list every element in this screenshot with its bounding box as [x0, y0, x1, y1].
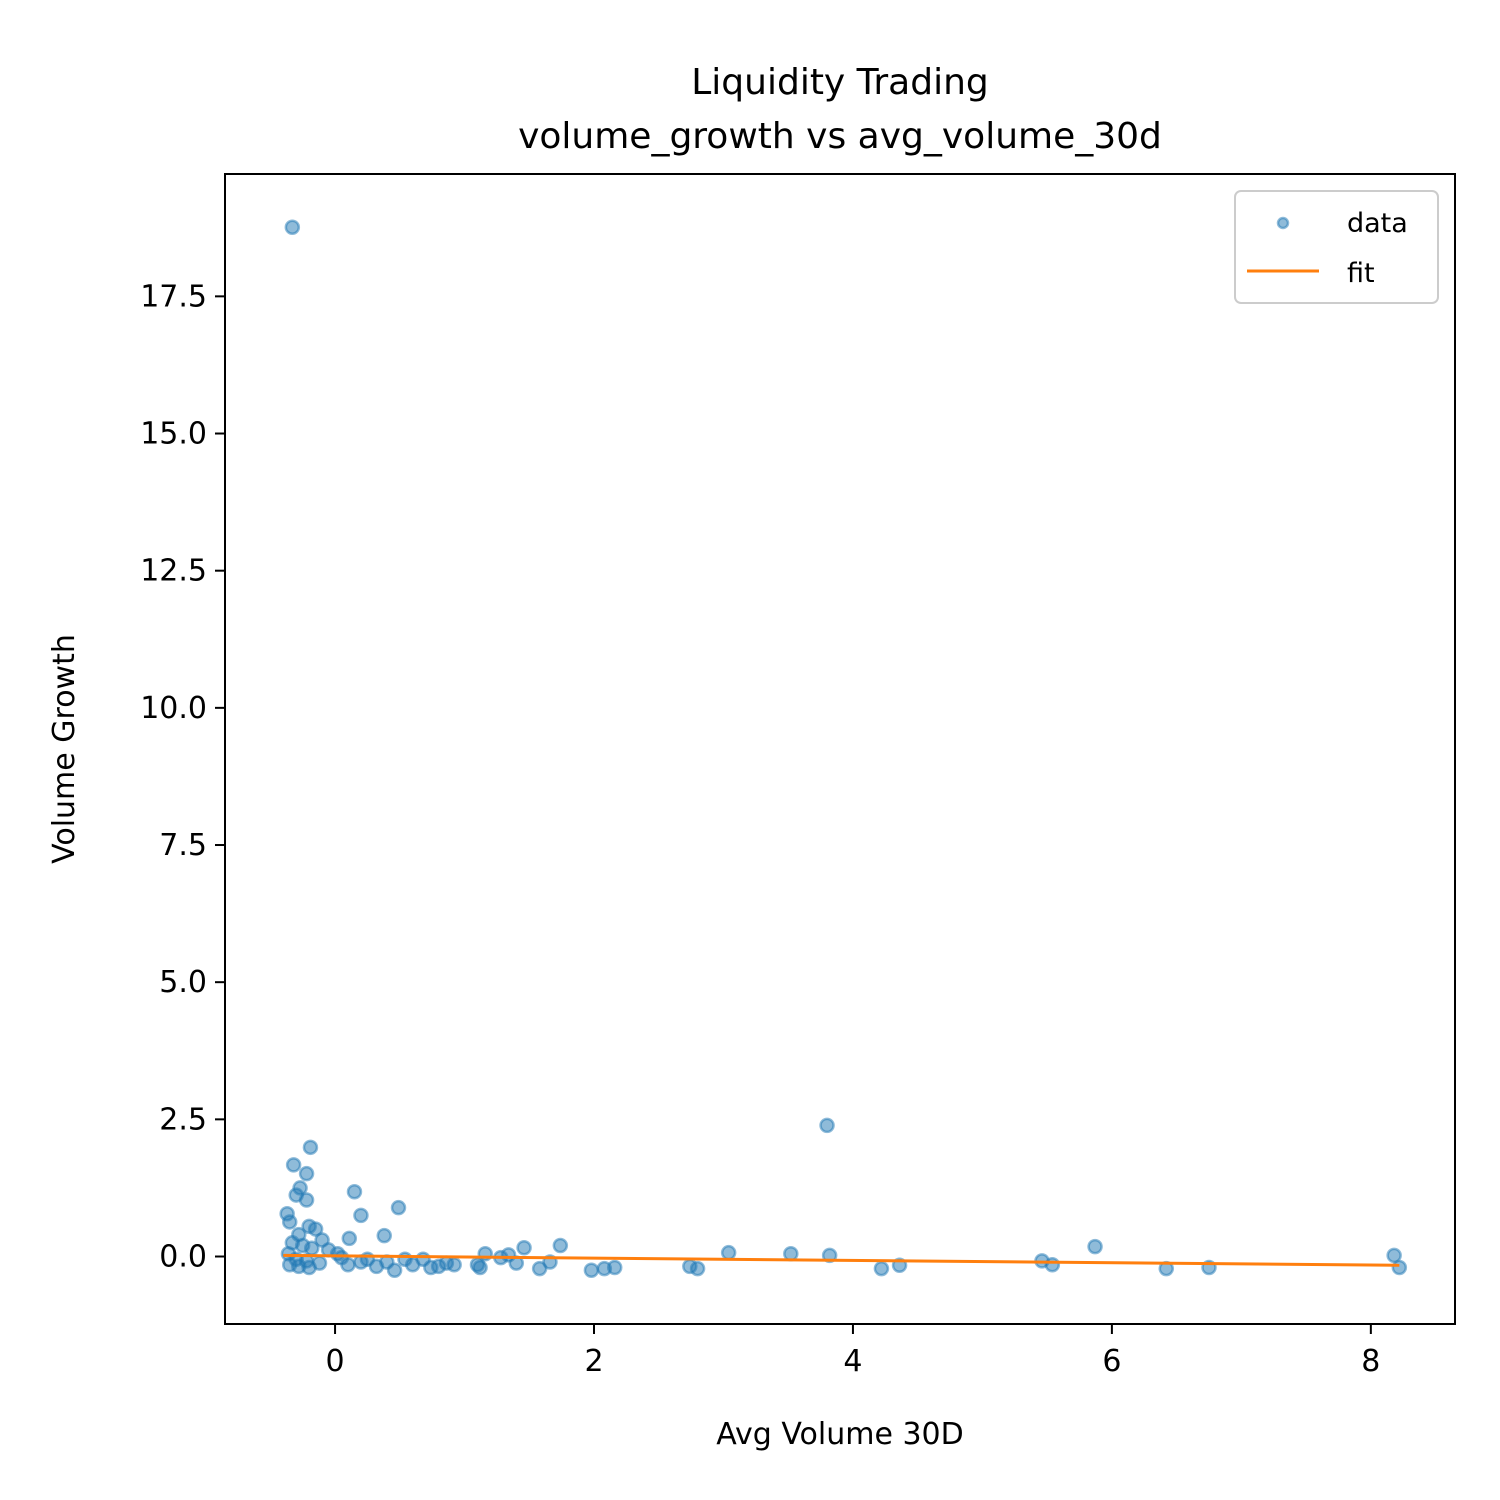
data-point [298, 1192, 315, 1208]
data-point [341, 1230, 358, 1247]
y-tick-label: 0.0 [159, 1240, 207, 1275]
x-axis: 0 2 4 6 8 [326, 1324, 1380, 1379]
data-point [353, 1207, 369, 1224]
y-tick-label: 15.0 [140, 417, 207, 452]
data-point [301, 1259, 317, 1276]
x-tick-label: 0 [326, 1344, 345, 1379]
legend-data-label: data [1347, 208, 1408, 239]
y-tick-label: 10.0 [140, 691, 207, 726]
data-point [1044, 1256, 1061, 1273]
x-tick-label: 4 [843, 1344, 862, 1379]
y-tick-label: 7.5 [159, 828, 207, 863]
data-point [303, 1240, 320, 1257]
data-point [284, 219, 301, 235]
y-tick-label: 2.5 [159, 1102, 207, 1137]
legend: data fit [1234, 190, 1439, 304]
data-points [279, 219, 1408, 1278]
data-point [1391, 1259, 1408, 1276]
data-point [346, 1184, 363, 1200]
data-point [821, 1247, 838, 1264]
y-tick-label: 5.0 [159, 965, 207, 1000]
y-tick-label: 12.5 [140, 554, 207, 589]
data-point [281, 1214, 298, 1230]
data-point [446, 1256, 462, 1273]
y-axis-label: Volume Growth [47, 634, 82, 864]
x-tick-label: 2 [584, 1344, 603, 1379]
legend-fit-label: fit [1347, 258, 1375, 289]
data-point [606, 1259, 623, 1276]
data-point [819, 1117, 835, 1134]
data-point [720, 1244, 737, 1261]
data-point [285, 1157, 302, 1173]
data-point [376, 1227, 393, 1244]
data-point [390, 1199, 407, 1216]
data-point [386, 1262, 403, 1278]
data-point [583, 1262, 600, 1278]
data-point [783, 1246, 799, 1262]
data-point [472, 1259, 488, 1276]
x-tick-label: 6 [1102, 1344, 1121, 1379]
fit-line-layer [283, 1253, 1400, 1267]
chart-title: Liquidity Trading [691, 62, 989, 103]
x-tick-label: 8 [1361, 1344, 1380, 1379]
data-point [1087, 1238, 1103, 1255]
fit-line [283, 1253, 1400, 1267]
data-point [340, 1256, 356, 1273]
data-point [307, 1221, 324, 1237]
data-point [873, 1260, 890, 1277]
y-tick-label: 17.5 [140, 279, 207, 314]
y-axis: 0.0 2.5 5.0 7.5 10.0 12.5 15.0 17.5 [140, 279, 225, 1275]
plot-area [224, 173, 1456, 1325]
data-point [552, 1237, 569, 1254]
data-point [302, 1139, 319, 1156]
data-point [516, 1239, 532, 1256]
data-point [689, 1260, 706, 1277]
chart-subtitle: volume_growth vs avg_volume_30d [518, 116, 1162, 157]
x-axis-label: Avg Volume 30D [716, 1417, 964, 1452]
data-point [298, 1165, 315, 1182]
legend-data-marker [1276, 216, 1290, 230]
